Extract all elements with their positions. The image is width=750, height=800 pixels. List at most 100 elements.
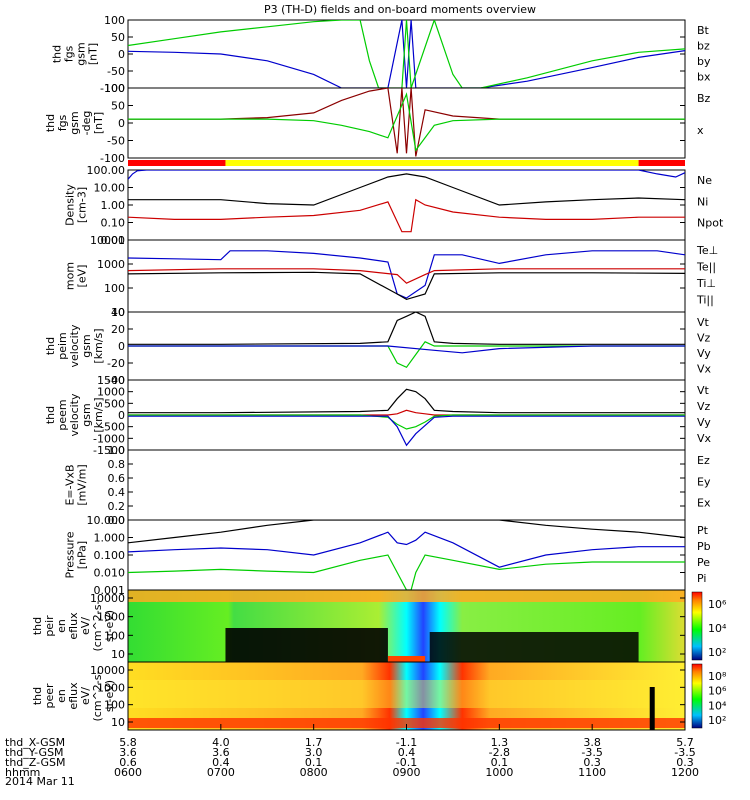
y-axis-label: (cm^2-s- — [91, 601, 104, 652]
y-axis-label: peir — [43, 615, 56, 637]
legend-entry: Pb — [697, 540, 711, 553]
colorbar-peir — [691, 591, 703, 661]
x-tick-label: 0.6 — [119, 756, 137, 769]
y-tick-label: 0.100 — [94, 549, 126, 562]
panel-efield: 1.00.80.60.40.20.0 E=-VxB [mV/m] Ez Ey Ex — [64, 444, 711, 527]
y-tick-label: 10.000 — [87, 514, 126, 527]
y-axis-label: velocity — [68, 324, 81, 367]
y-axis-label: [nT] — [92, 112, 105, 134]
series-peim-velocity-Vx — [128, 345, 685, 354]
x-tick-label: 0.4 — [398, 746, 416, 759]
series-mom-Ti⊥ — [128, 250, 685, 299]
y-tick-label: -50 — [107, 135, 125, 148]
heatmap-gap — [649, 687, 655, 730]
y-axis-label: peer — [43, 683, 56, 709]
y-tick-label: 100 — [104, 699, 125, 712]
heatmap-low-band — [387, 656, 426, 662]
y-axis-label: thd — [44, 406, 57, 424]
y-axis-label: en — [55, 619, 68, 633]
y-axis-label: gsm — [75, 42, 88, 65]
x-tick-label: -3.5 — [581, 746, 602, 759]
y-tick-label: 0.8 — [108, 458, 126, 471]
x-tick-label: 1000 — [485, 766, 513, 779]
x-tick-label: -2.8 — [489, 746, 510, 759]
panel-pressure: 10.000 1.000 0.100 0.010 0.001 Pressure [nPa] P… — [64, 514, 711, 597]
heatmap-low-band — [128, 718, 685, 728]
y-axis-label: thd — [51, 45, 64, 63]
legend-entry: Vy — [697, 416, 711, 429]
colorbar-tick: 10⁶ — [708, 685, 727, 698]
y-tick-label: 10 — [111, 648, 125, 661]
x-tick-label: 1200 — [671, 766, 699, 779]
heatmap-mid-band — [128, 680, 685, 708]
x-tick-label: 5.8 — [119, 736, 137, 749]
y-tick-label: 10 — [111, 306, 125, 319]
y-axis-label: [eV] — [76, 265, 89, 288]
y-axis-label: thd — [44, 114, 57, 132]
y-tick-label: 0.01 — [101, 234, 126, 247]
y-tick-label: 0.0 — [108, 514, 126, 527]
y-axis-label: [km/s] — [92, 328, 105, 363]
y-tick-label: -100 — [100, 152, 125, 165]
y-tick-label: 0.2 — [108, 500, 126, 513]
y-tick-label: 0 — [118, 340, 125, 353]
legend-entry: Vy — [697, 347, 711, 360]
series-mom-Te⊥ — [128, 268, 685, 284]
panel-mom: 10000 1000 100 10 mom [eV] Te⊥ Te|| Ti⊥ Ti|| — [64, 234, 719, 319]
y-axis-label: en — [55, 689, 68, 703]
y-axis-label: (cm^2-s- — [91, 671, 104, 722]
y-tick-label: 0 — [118, 117, 125, 130]
legend-entry: Ti⊥ — [696, 277, 716, 290]
y-axis-label: fgs — [56, 114, 69, 131]
y-axis-label: sr-eV) — [103, 610, 116, 642]
y-tick-label: 0.4 — [108, 486, 126, 499]
legend-entry: bz — [697, 40, 710, 53]
series-peem-velocity-Vx — [128, 415, 685, 447]
mode-bar — [128, 160, 685, 166]
y-axis-label: sr-eV) — [103, 680, 116, 712]
date-label: 2014 Mar 11 — [5, 775, 75, 788]
y-tick-label: 1.000 — [94, 532, 126, 545]
y-tick-label: 0.001 — [94, 584, 126, 597]
x-row-label: thd_Z-GSM — [5, 756, 65, 769]
y-tick-label: 10 — [111, 716, 125, 729]
panel-fgs: 100 50 0 -50 -100 thd fgs gsm [nT] Bt bz by bx — [51, 14, 711, 95]
y-tick-label: -20 — [107, 357, 125, 370]
y-tick-label: 0.010 — [94, 567, 126, 580]
legend-entry: Bt — [697, 24, 710, 37]
y-axis-label: gsm — [68, 111, 81, 134]
y-tick-label: 50 — [111, 100, 125, 113]
colorbar-tick: 10² — [708, 714, 726, 727]
y-tick-label: 1000 — [97, 681, 125, 694]
x-tick-label: 3.8 — [583, 736, 601, 749]
x-tick-label: 0.4 — [212, 756, 230, 769]
series-pressure-Pt — [128, 520, 685, 544]
x-axis-table: thd_X-GSM 5.8 4.0 1.7 -1.1 1.3 3.8 5.7 thd_Y-GSM… — [5, 724, 699, 779]
x-row-label: thd_Y-GSM — [5, 746, 64, 759]
y-tick-label: -1000 — [93, 432, 125, 445]
legend-entry: x — [697, 124, 704, 137]
legend-entry: Ex — [697, 497, 711, 510]
panel-peir: 10⁶ 10⁴ 10² 10000 1000 100 10 thd peir en eflux eV/… — [31, 589, 727, 663]
y-tick-label: 0.10 — [101, 217, 126, 230]
heatmap-black-region — [429, 632, 639, 662]
y-axis-label: Pressure — [64, 531, 77, 578]
y-axis-label: E=-VxB — [64, 464, 77, 505]
y-axis-label: gsm — [80, 403, 93, 426]
y-tick-label: 100 — [104, 82, 125, 95]
colorbar-tick: 10⁶ — [708, 598, 727, 611]
legend-entry: Pt — [697, 524, 709, 537]
x-tick-label: -1.1 — [396, 736, 417, 749]
x-tick-label: 0800 — [300, 766, 328, 779]
y-tick-label: -1500 — [93, 444, 125, 457]
y-axis-label: [nT] — [87, 43, 100, 65]
y-axis-label: peim — [56, 332, 69, 360]
x-tick-label: -0.1 — [396, 756, 417, 769]
legend-entry: Npot — [697, 217, 724, 230]
y-tick-label: -500 — [100, 421, 125, 434]
legend-entry: Vt — [697, 384, 710, 397]
heatmap-band — [128, 590, 685, 602]
y-tick-label: 1.00 — [101, 199, 126, 212]
